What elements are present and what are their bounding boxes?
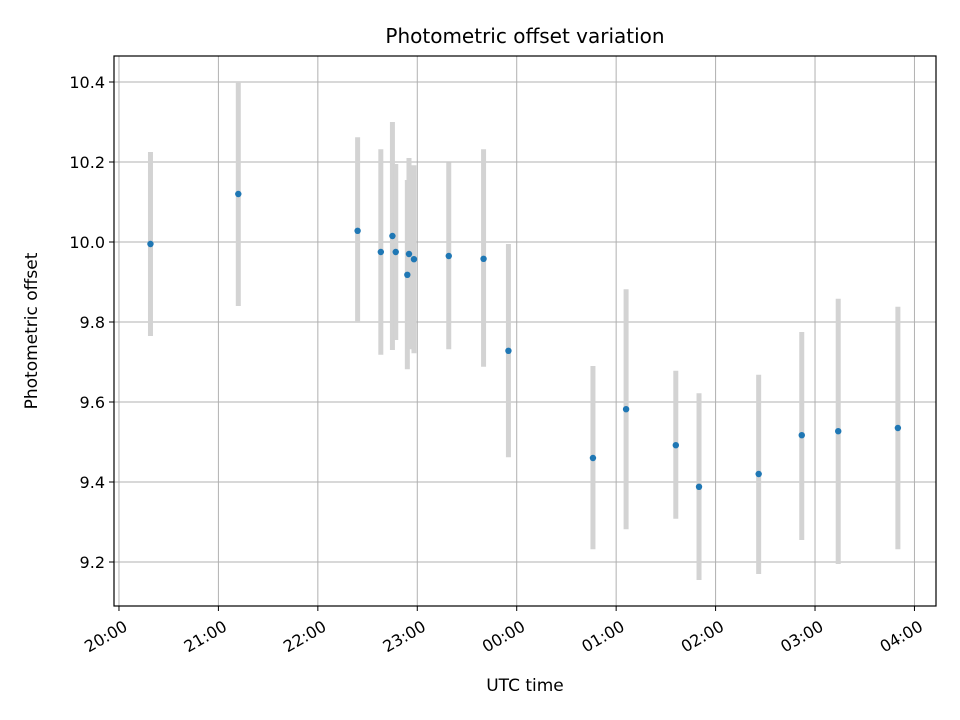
data-point [695,483,703,490]
data-point [377,248,385,256]
data-point [589,454,597,462]
data-point [755,470,762,478]
data-point [354,227,361,234]
y-axis-title: Photometric offset [22,252,42,409]
y-tick-label: 10.4 [69,73,105,92]
data-point [445,252,452,260]
data-point [622,406,630,413]
data-point [147,240,154,248]
data-point [505,347,512,354]
data-point [410,256,418,263]
data-point [405,250,413,258]
chart-title: Photometric offset variation [385,24,664,48]
y-tick-label: 10.0 [69,233,105,252]
y-tick-label: 10.2 [69,153,105,172]
x-axis-title: UTC time [486,676,564,696]
data-point [894,424,902,432]
data-point [404,271,411,278]
data-point [835,428,842,435]
y-tick-label: 9.6 [80,393,105,412]
data-points [147,190,902,490]
data-point [389,232,396,240]
data-point [392,248,399,256]
data-point [480,255,487,262]
plot-frame [113,55,937,607]
y-axis-ticks: 9.2 9.4 9.6 9.8 10.0 10.2 10.4 [69,73,114,572]
data-point [798,432,805,439]
data-point [672,442,680,449]
y-tick-label: 9.4 [80,473,105,492]
y-tick-label: 9.8 [80,313,105,332]
data-point [235,190,242,198]
grid [114,56,936,606]
y-tick-label: 9.2 [80,553,105,572]
